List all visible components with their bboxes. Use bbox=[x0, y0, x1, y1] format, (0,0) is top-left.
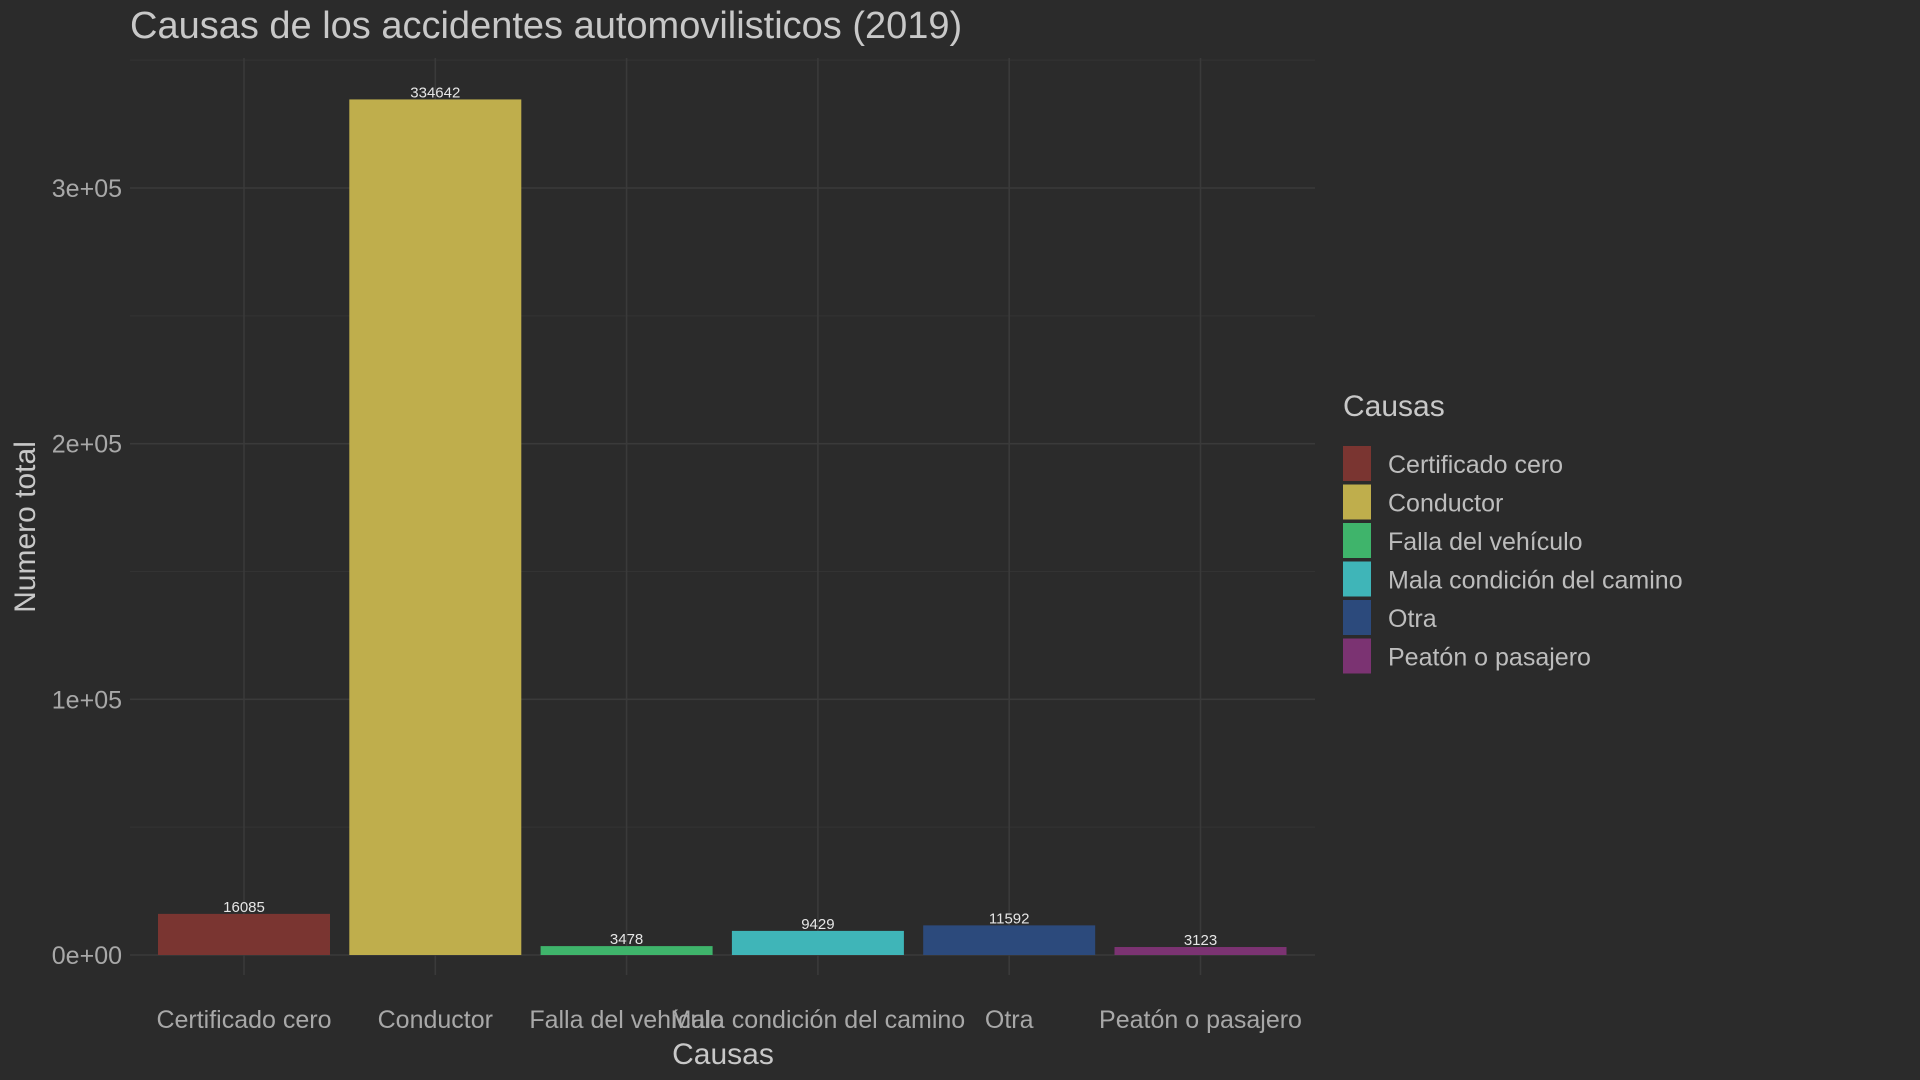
y-axis-ticks: 0e+00 1e+05 2e+05 3e+05 bbox=[52, 175, 122, 970]
x-axis-ticks: Certificado cero Conductor Falla del vehíc… bbox=[156, 1006, 1302, 1034]
y-tick-label: 2e+05 bbox=[52, 431, 122, 459]
legend-label: Mala condición del camino bbox=[1388, 567, 1683, 595]
legend-label: Certificado cero bbox=[1388, 451, 1563, 479]
legend-label: Otra bbox=[1388, 605, 1437, 633]
legend: Causas Certificado cero Conductor Falla de… bbox=[1343, 390, 1683, 674]
legend-key bbox=[1343, 523, 1371, 558]
y-tick-label: 1e+05 bbox=[52, 686, 122, 714]
data-label: 3123 bbox=[1184, 932, 1217, 949]
legend-key bbox=[1343, 600, 1371, 635]
bar bbox=[540, 946, 713, 955]
legend-label: Conductor bbox=[1388, 490, 1503, 518]
grid-lines bbox=[130, 58, 1315, 975]
legend-key bbox=[1343, 638, 1371, 674]
x-tick-label: Falla del vehículo bbox=[529, 1006, 724, 1034]
y-tick-label: 0e+00 bbox=[52, 942, 122, 970]
data-label: 16085 bbox=[223, 899, 265, 916]
y-axis-title: Numero total bbox=[9, 441, 42, 613]
legend-label: Peatón o pasajero bbox=[1388, 644, 1591, 672]
bar bbox=[349, 99, 522, 956]
data-labels: 16085 334642 3478 9429 11592 3123 bbox=[223, 84, 1217, 949]
legend-key bbox=[1343, 561, 1371, 597]
legend-key bbox=[1343, 446, 1371, 481]
x-tick-label: Peatón o pasajero bbox=[1099, 1006, 1302, 1034]
y-tick-label: 3e+05 bbox=[52, 175, 122, 203]
x-axis-title: Causas bbox=[672, 1038, 774, 1071]
x-tick-label: Conductor bbox=[378, 1006, 493, 1034]
x-tick-label: Certificado cero bbox=[156, 1006, 331, 1034]
x-tick-label: Otra bbox=[985, 1006, 1034, 1034]
data-label: 3478 bbox=[610, 931, 643, 948]
bars bbox=[158, 99, 1287, 956]
x-tick-label: Mala condición del camino bbox=[671, 1006, 966, 1034]
legend-items: Certificado cero Conductor Falla del vehíc… bbox=[1343, 446, 1683, 674]
data-label: 334642 bbox=[410, 84, 460, 101]
legend-label: Falla del vehículo bbox=[1388, 528, 1583, 556]
bar bbox=[731, 930, 904, 955]
bar bbox=[1114, 947, 1287, 955]
bar bbox=[923, 925, 1096, 955]
data-label: 11592 bbox=[989, 910, 1030, 927]
legend-title: Causas bbox=[1343, 390, 1445, 423]
data-label: 9429 bbox=[801, 916, 834, 933]
legend-key bbox=[1343, 484, 1371, 520]
chart-title: Causas de los accidentes automovilistico… bbox=[130, 5, 962, 47]
bar bbox=[158, 913, 330, 955]
